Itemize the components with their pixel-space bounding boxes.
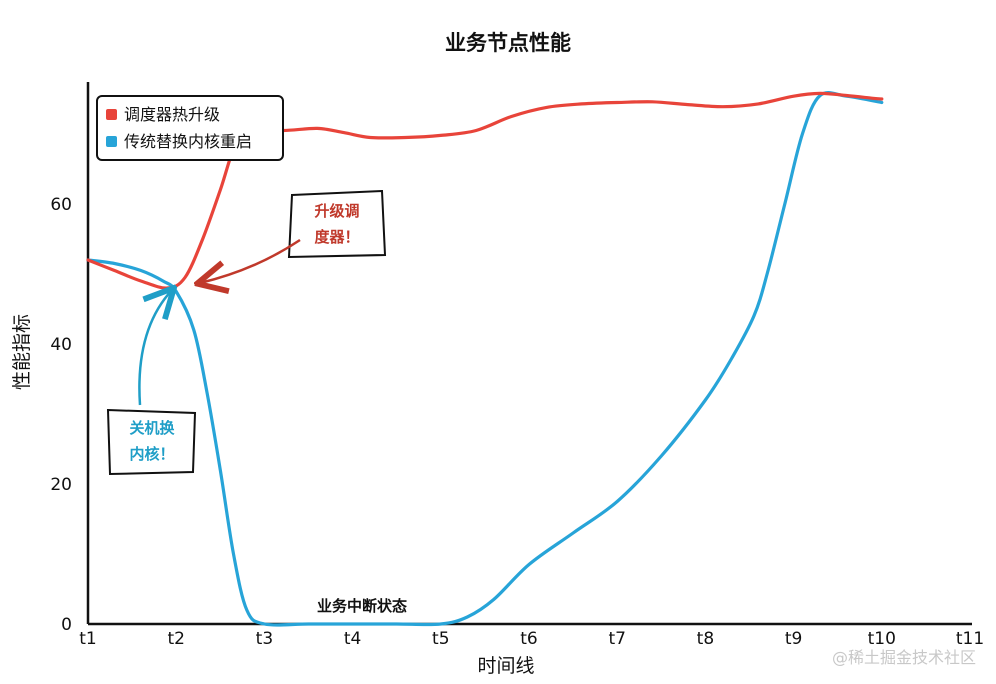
x-tick-label: t11	[956, 629, 984, 649]
annotation-upgrade-line2: 度器！	[314, 228, 359, 246]
legend-swatch-kernel-reboot	[106, 136, 117, 147]
annotation-upgrade: 升级调 度器！	[200, 189, 387, 283]
legend-box	[96, 95, 284, 161]
x-tick-label: t9	[785, 629, 802, 649]
x-tick-label: t2	[167, 629, 184, 649]
x-tick-label: t10	[868, 629, 896, 649]
legend-label-kernel-reboot: 传统替换内核重启	[124, 132, 252, 151]
x-ticks: t1 t2 t3 t4 t5 t6 t7 t8 t9 t10 t11	[79, 629, 984, 649]
x-tick-label: t4	[344, 629, 361, 649]
annotation-upgrade-line1: 升级调	[314, 202, 359, 220]
y-tick-label: 60	[50, 195, 72, 215]
x-tick-label: t3	[256, 629, 273, 649]
annotation-upgrade-box	[287, 189, 387, 259]
x-tick-label: t5	[432, 629, 449, 649]
x-tick-label: t7	[608, 629, 625, 649]
series-line-kernel-reboot	[86, 91, 884, 627]
annotation-reboot-box	[106, 408, 197, 476]
y-axis-title: 性能指标	[11, 314, 33, 390]
x-tick-label: t8	[697, 629, 714, 649]
annotation-outage: 业务中断状态	[317, 597, 407, 615]
annotation-upgrade-arrow	[200, 238, 301, 283]
legend-swatch-hot-upgrade	[106, 109, 117, 120]
x-axis-title: 时间线	[477, 655, 534, 677]
series-layer	[86, 91, 884, 627]
annotation-reboot-arrow	[138, 290, 172, 406]
annotation-reboot: 关机换 内核！	[106, 290, 197, 476]
chart-title: 业务节点性能	[445, 31, 571, 55]
y-tick-label: 0	[61, 615, 72, 635]
x-tick-label: t1	[79, 629, 96, 649]
annotation-reboot-line2: 内核！	[129, 445, 174, 463]
annotation-reboot-line1: 关机换	[129, 419, 175, 437]
x-tick-label: t6	[520, 629, 537, 649]
y-tick-label: 40	[50, 335, 72, 355]
legend-label-hot-upgrade: 调度器热升级	[124, 105, 220, 124]
axes	[86, 82, 972, 626]
watermark: @稀土掘金技术社区	[831, 648, 976, 667]
legend: 调度器热升级 传统替换内核重启	[96, 95, 284, 161]
series-line-hot-upgrade	[86, 91, 884, 290]
y-tick-label: 20	[50, 475, 72, 495]
y-ticks: 0 20 40 60	[50, 195, 72, 635]
